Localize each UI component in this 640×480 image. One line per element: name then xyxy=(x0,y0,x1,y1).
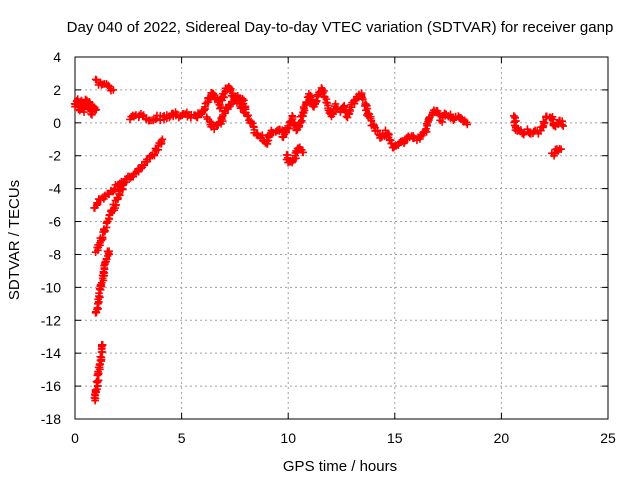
series-track xyxy=(91,75,118,95)
y-tick-label: -8 xyxy=(49,246,62,262)
series-track xyxy=(126,82,472,152)
y-tick-label: 0 xyxy=(53,115,61,131)
data-point xyxy=(243,112,252,121)
y-tick-label: -18 xyxy=(41,411,61,427)
x-tick-label: 25 xyxy=(600,430,616,446)
y-tick-label: 4 xyxy=(53,49,61,65)
series-track xyxy=(90,340,107,405)
data-point xyxy=(158,135,167,144)
data-point xyxy=(557,145,565,153)
data-point xyxy=(105,211,114,220)
y-tick-label: -14 xyxy=(41,345,61,361)
chart-title: Day 040 of 2022, Sidereal Day-to-day VTE… xyxy=(67,19,614,36)
series-track xyxy=(510,112,568,139)
data-point xyxy=(299,148,307,157)
y-tick-label: -4 xyxy=(49,181,62,197)
series-track xyxy=(90,135,167,212)
y-tick-label: -2 xyxy=(49,148,62,164)
data-point xyxy=(312,96,321,105)
data-point xyxy=(241,102,250,111)
data-point xyxy=(373,126,382,135)
y-tick-label: -6 xyxy=(49,214,62,230)
data-point xyxy=(244,111,252,120)
data-point xyxy=(96,352,105,361)
data-point xyxy=(550,150,559,158)
data-point xyxy=(463,120,472,129)
y-axis: 4 2 0 -2 -4 -6 -8 -10 -12 -14 -16 -18 xyxy=(41,49,608,427)
data-point xyxy=(114,195,122,204)
data-point xyxy=(143,157,152,166)
x-axis-label: GPS time / hours xyxy=(283,458,397,475)
x-axis: 0 5 10 15 20 25 xyxy=(71,57,616,446)
data-series xyxy=(70,75,568,405)
data-point xyxy=(540,118,549,127)
data-point xyxy=(300,106,309,115)
series-track xyxy=(70,95,101,119)
data-point xyxy=(216,101,224,109)
x-tick-label: 10 xyxy=(280,430,296,446)
y-tick-label: -10 xyxy=(41,279,61,295)
series-track xyxy=(91,247,113,317)
series-track xyxy=(91,178,130,257)
y-tick-label: -16 xyxy=(41,378,61,394)
data-point xyxy=(122,178,130,186)
x-tick-label: 0 xyxy=(71,430,79,446)
data-point xyxy=(559,122,568,130)
x-tick-label: 5 xyxy=(178,430,186,446)
x-tick-label: 15 xyxy=(387,430,403,446)
x-tick-label: 20 xyxy=(494,430,510,446)
data-point xyxy=(288,113,297,121)
y-axis-label: SDTVAR / TECUs xyxy=(6,180,23,300)
series-track xyxy=(548,145,565,160)
y-tick-label: 2 xyxy=(53,82,61,98)
plot-frame xyxy=(74,56,609,420)
data-point xyxy=(94,376,103,385)
grid-lines xyxy=(75,57,608,419)
data-point xyxy=(109,86,118,94)
data-point xyxy=(92,105,101,114)
series-track xyxy=(202,91,250,133)
data-point xyxy=(94,369,102,378)
data-point xyxy=(346,107,355,115)
data-point xyxy=(101,260,109,269)
y-tick-label: -12 xyxy=(41,312,61,328)
data-point xyxy=(93,200,102,209)
series-track xyxy=(282,143,307,167)
data-point xyxy=(105,247,113,255)
data-point xyxy=(98,341,107,349)
data-point xyxy=(150,150,159,159)
data-point xyxy=(359,95,367,104)
